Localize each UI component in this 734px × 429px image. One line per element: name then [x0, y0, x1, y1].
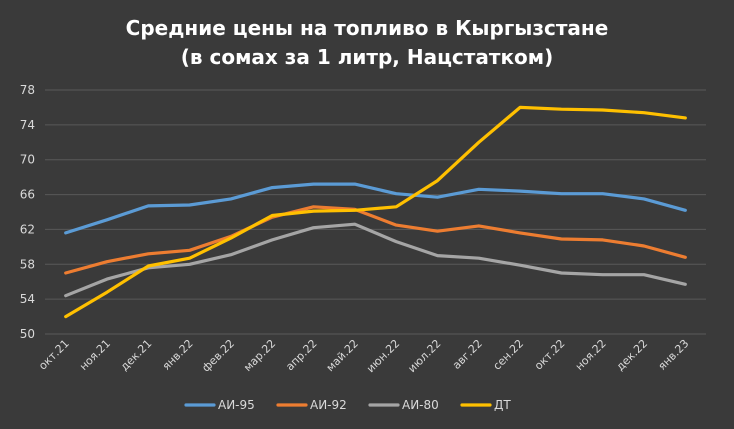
x-tick-label: мар.22 [241, 337, 278, 374]
series-line-3 [64, 222, 687, 298]
y-tick-label: 74 [20, 118, 35, 132]
series-lines [64, 105, 687, 319]
x-tick-label: май.22 [324, 337, 361, 374]
series-line-1 [64, 182, 687, 235]
x-axis-ticks: окт.21 ноя.21 дек.21 янв.22 фев.22 мар.22 апр.… [36, 337, 691, 375]
x-tick-label: янв.22 [160, 337, 196, 373]
y-tick-label: 78 [20, 83, 35, 97]
chart-title-line-1: Средние цены на топливо в Кыргызстане [126, 16, 609, 40]
series-line-4 [64, 105, 687, 319]
grid-lines [45, 89, 706, 335]
x-tick-label: июн.22 [364, 337, 402, 375]
y-tick-label: 66 [20, 188, 35, 202]
x-tick-label: ноя.21 [77, 337, 113, 373]
y-tick-label: 58 [20, 257, 35, 271]
legend-label: ДТ [494, 398, 511, 412]
x-tick-label: окт.21 [36, 337, 72, 373]
x-tick-label: дек.21 [118, 337, 154, 373]
legend-label: АИ-95 [218, 398, 255, 412]
series-line-2 [64, 205, 687, 275]
x-tick-label: янв.23 [656, 337, 692, 373]
y-tick-label: 62 [20, 222, 35, 236]
chart-title-line-2: (в сомах за 1 литр, Нацстатком) [181, 45, 554, 69]
x-tick-label: окт.22 [532, 337, 568, 373]
y-tick-label: 54 [20, 292, 35, 306]
legend-label: АИ-80 [402, 398, 439, 412]
y-tick-label: 70 [20, 153, 35, 167]
x-tick-label: фев.22 [199, 337, 237, 375]
x-tick-label: сен.22 [490, 337, 526, 373]
x-tick-label: дек.22 [614, 337, 650, 373]
x-tick-label: ноя.22 [573, 337, 609, 373]
x-tick-label: июл.22 [405, 337, 443, 375]
legend-label: АИ-92 [310, 398, 347, 412]
legend: АИ-95 АИ-92 АИ-80 ДТ [184, 398, 511, 412]
y-axis-ticks: 50 54 58 62 66 70 74 78 [20, 83, 35, 341]
x-tick-label: авг.22 [450, 337, 485, 372]
y-tick-label: 50 [20, 327, 35, 341]
x-tick-label: апр.22 [283, 337, 319, 373]
